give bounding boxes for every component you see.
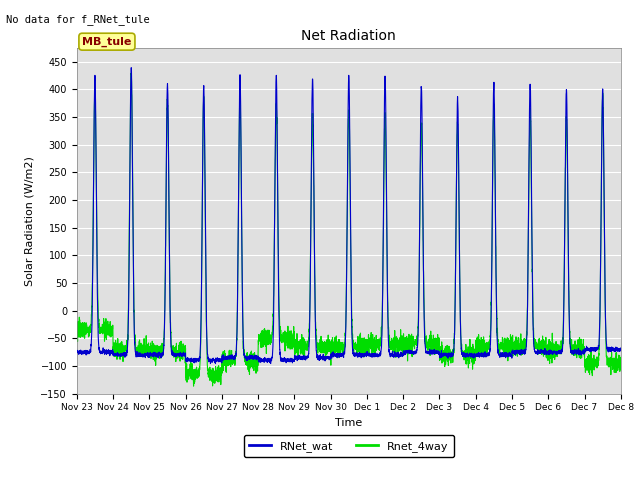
RNet_wat <box>171 352 179 358</box>
Rnet_4way <box>502 350 509 356</box>
RNet_wat <box>471 353 479 359</box>
Title: Net Radiation: Net Radiation <box>301 29 396 43</box>
X-axis label: Time: Time <box>335 418 362 428</box>
Rnet_4way <box>441 364 449 370</box>
RNet_wat <box>616 346 624 351</box>
Y-axis label: Solar Radiation (W/m2): Solar Radiation (W/m2) <box>25 156 35 286</box>
RNet_wat <box>441 351 449 357</box>
Legend: RNet_wat, Rnet_4way: RNet_wat, Rnet_4way <box>244 435 454 457</box>
Line: RNet_wat: RNet_wat <box>77 68 621 364</box>
Rnet_4way <box>73 320 81 326</box>
Rnet_4way <box>189 383 197 389</box>
RNet_wat <box>617 347 625 353</box>
Rnet_4way <box>127 71 135 76</box>
Line: Rnet_4way: Rnet_4way <box>77 73 621 386</box>
Text: No data for f_RNet_tule: No data for f_RNet_tule <box>6 14 150 25</box>
Rnet_4way <box>617 359 625 364</box>
Rnet_4way <box>616 367 624 372</box>
RNet_wat <box>127 65 135 71</box>
RNet_wat <box>329 353 337 359</box>
RNet_wat <box>212 361 220 367</box>
Rnet_4way <box>471 348 479 353</box>
Rnet_4way <box>329 353 337 359</box>
Rnet_4way <box>171 352 179 358</box>
Text: MB_tule: MB_tule <box>82 36 132 47</box>
RNet_wat <box>502 355 509 360</box>
RNet_wat <box>73 348 81 354</box>
